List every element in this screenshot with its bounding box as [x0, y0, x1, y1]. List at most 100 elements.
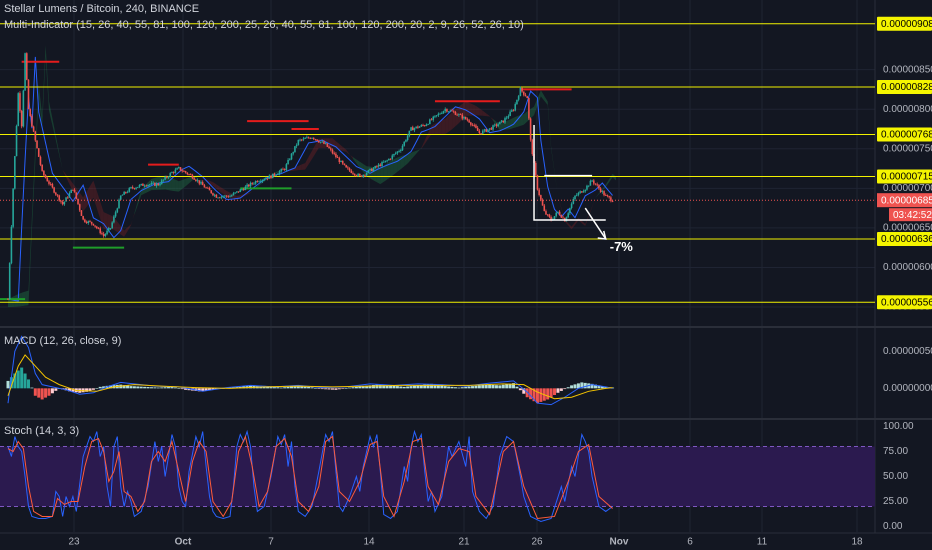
candle-body — [20, 110, 23, 127]
level-price-tag[interactable] — [877, 169, 932, 184]
last-price-tag[interactable] — [877, 193, 932, 208]
candle-body — [147, 184, 149, 187]
candle — [512, 109, 515, 112]
candle-body — [369, 168, 371, 171]
macd-histogram-bar — [204, 388, 208, 391]
candle-body — [22, 90, 25, 127]
candle-body — [265, 178, 267, 180]
candle — [147, 184, 149, 188]
macd-histogram-bar — [44, 388, 48, 398]
macd-histogram-bar — [419, 384, 423, 389]
price-pane[interactable]: -7% — [0, 23, 875, 308]
candle — [169, 172, 172, 178]
cloud-segment — [516, 115, 521, 127]
candle-body — [208, 188, 211, 191]
macd-pane[interactable] — [6, 335, 615, 406]
candle-body — [268, 175, 271, 179]
cloud-segment — [462, 101, 466, 120]
candle-body — [550, 217, 552, 221]
candle-body — [434, 115, 436, 117]
cloud-segment — [534, 98, 538, 116]
candle — [222, 195, 224, 199]
candle — [232, 191, 235, 196]
candle-body — [311, 137, 313, 139]
candle — [331, 148, 334, 155]
stoch-pane[interactable] — [0, 429, 875, 522]
cloud-segment — [250, 189, 254, 194]
candle-body — [574, 195, 576, 200]
candle — [148, 183, 151, 187]
cloud-segment — [438, 120, 442, 135]
candle-body — [343, 163, 346, 166]
level-price-tag[interactable] — [877, 16, 932, 31]
candle — [254, 180, 257, 185]
candle-body — [372, 168, 375, 172]
candle-body — [73, 189, 76, 193]
candle — [19, 91, 21, 113]
candle — [271, 173, 274, 179]
candle-body — [12, 188, 14, 227]
candle — [420, 124, 423, 128]
candle — [160, 178, 163, 185]
macd-histogram-bar — [382, 384, 386, 389]
candle — [473, 123, 476, 128]
candle — [99, 226, 102, 235]
cloud-segment — [356, 159, 360, 168]
candle — [459, 113, 462, 116]
candle — [509, 109, 511, 117]
candle-body — [200, 182, 202, 184]
candle-body — [160, 180, 163, 185]
candle-body — [468, 120, 470, 123]
macd-histogram-bar — [20, 367, 24, 389]
candle-body — [488, 128, 491, 130]
level-price-tag[interactable] — [877, 295, 932, 310]
candle-body — [504, 118, 506, 123]
candle — [591, 179, 593, 182]
candle-body — [56, 194, 59, 196]
macd-histogram-bar — [416, 385, 420, 389]
macd-histogram-bar — [361, 386, 365, 389]
candle-body — [517, 96, 520, 100]
candle — [543, 204, 546, 212]
candle-body — [32, 126, 35, 132]
price-axis-tick-label: 0.00000650 — [883, 223, 932, 234]
candle — [406, 133, 409, 142]
candle — [287, 158, 289, 165]
percent-annotation: -7% — [610, 239, 634, 254]
candle-body — [263, 179, 265, 181]
candle — [130, 186, 132, 189]
cloud-segment — [25, 290, 29, 306]
macd-histogram-bar — [167, 387, 171, 389]
candle-body — [237, 191, 240, 193]
candle-body — [604, 195, 607, 196]
cloud-segment — [216, 184, 220, 192]
candle — [273, 172, 276, 177]
macd-histogram-bar — [402, 386, 406, 389]
macd-histogram-bar — [371, 384, 375, 389]
level-price-tag[interactable] — [877, 127, 932, 142]
candle — [285, 163, 288, 172]
macd-histogram-bar — [95, 388, 99, 389]
cloud-segment — [329, 138, 333, 148]
cloud-segment — [226, 190, 231, 198]
macd-histogram-bar — [327, 388, 331, 390]
projection-arrow-line[interactable] — [584, 207, 607, 240]
candle — [456, 113, 458, 116]
candle-body — [406, 135, 409, 141]
candle — [300, 139, 303, 142]
candle — [369, 168, 371, 172]
cloud-segment — [11, 295, 15, 307]
candle — [283, 168, 286, 171]
candle — [77, 198, 79, 205]
candle-body — [444, 109, 447, 112]
macd-histogram-bar — [471, 386, 475, 389]
candle — [25, 52, 28, 81]
level-price-tag[interactable] — [877, 231, 932, 246]
candle-body — [466, 119, 469, 121]
macd-histogram-bar — [566, 387, 570, 389]
level-price-tag[interactable] — [877, 80, 932, 95]
time-axis-tick-label: 14 — [363, 537, 375, 548]
candle — [495, 123, 498, 128]
candle-body — [201, 182, 204, 186]
projection-box-outline[interactable] — [533, 125, 606, 221]
